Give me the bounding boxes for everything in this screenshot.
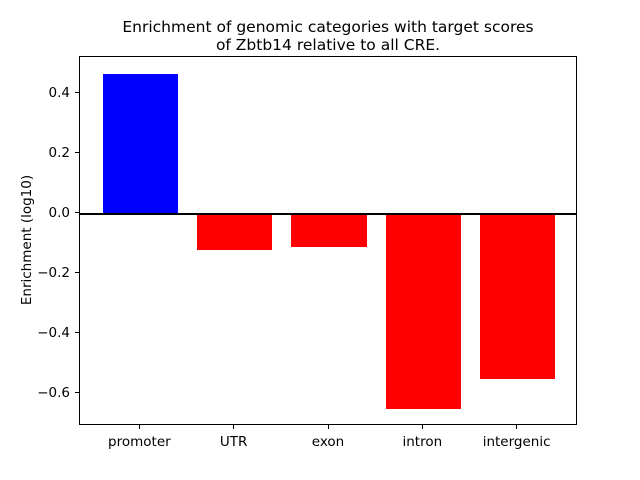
x-tick-mark bbox=[516, 425, 518, 429]
bar-intergenic bbox=[479, 213, 556, 379]
y-tick-label: −0.4 bbox=[37, 324, 70, 341]
x-tick-mark bbox=[327, 425, 329, 429]
y-tick-mark bbox=[74, 92, 79, 94]
bar-promoter bbox=[102, 74, 179, 214]
y-tick-label: −0.6 bbox=[37, 384, 70, 401]
bar-exon bbox=[291, 213, 367, 247]
x-tick-label-intron: intron bbox=[402, 434, 443, 450]
y-tick-label: 0.2 bbox=[48, 144, 70, 161]
x-tick-label-UTR: UTR bbox=[219, 434, 248, 450]
y-tick-label: 0.0 bbox=[48, 204, 70, 221]
bar-intron bbox=[385, 213, 462, 409]
y-tick-label: −0.2 bbox=[37, 264, 70, 281]
x-tick-mark bbox=[233, 425, 235, 429]
chart-title-line1: Enrichment of genomic categories with ta… bbox=[122, 18, 534, 36]
x-tick-mark bbox=[421, 425, 423, 429]
y-tick-mark bbox=[74, 272, 79, 274]
chart-title-line2: of Zbtb14 relative to all CRE. bbox=[215, 36, 441, 54]
x-tick-label-exon: exon bbox=[311, 434, 345, 450]
y-tick-mark bbox=[74, 152, 79, 154]
x-tick-label-promoter: promoter bbox=[108, 434, 171, 450]
x-tick-label-intergenic: intergenic bbox=[482, 434, 551, 450]
y-tick-label: 0.4 bbox=[48, 84, 70, 101]
chart-title: Enrichment of genomic categories with ta… bbox=[79, 18, 577, 54]
bars-layer bbox=[80, 57, 576, 424]
y-tick-mark bbox=[74, 392, 79, 394]
bar-UTR bbox=[196, 213, 273, 250]
y-axis-label: Enrichment (log10) bbox=[19, 174, 35, 306]
plot-area bbox=[79, 56, 577, 425]
y-tick-mark bbox=[74, 332, 79, 334]
zero-baseline bbox=[80, 212, 576, 216]
y-tick-mark bbox=[74, 212, 79, 214]
x-tick-mark bbox=[138, 425, 140, 429]
